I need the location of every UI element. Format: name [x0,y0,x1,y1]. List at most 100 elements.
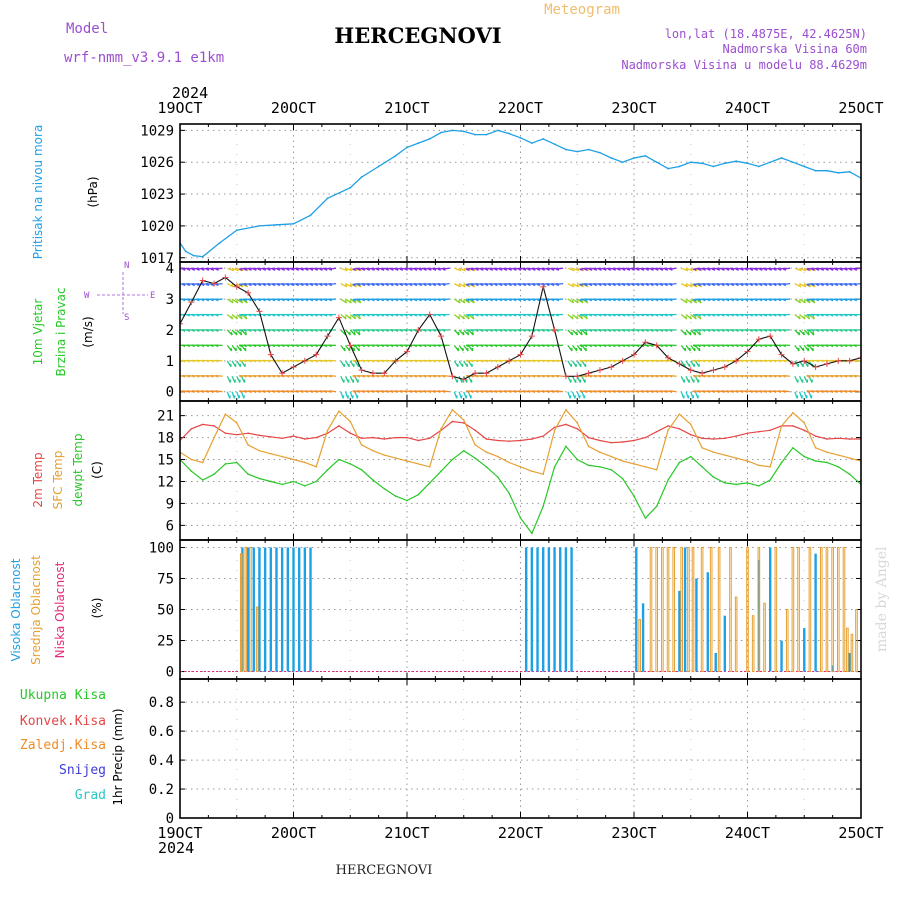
y-tick-label-cloud: 0 [166,665,174,681]
dewpoint-line-point [712,476,715,478]
high-cloud-title: Visoka Oblacnost [9,558,23,661]
wind-arrow-head [305,298,309,302]
y-tick-label-cloud: 50 [157,603,174,619]
wind-arrow-head [749,314,753,317]
dewpoint-line-point [440,470,442,473]
wind-arrow-head [489,298,493,302]
wind-arrow-head [551,268,555,271]
wind-arrow-head [390,283,394,287]
compass-s: S [124,313,129,323]
wind-arrow-head [210,329,214,332]
wind-arrow-head [309,298,314,302]
wind-arrow-head [631,298,635,302]
wind-arrow-head [272,268,276,271]
wind-arrow-head [215,329,219,332]
wind-arrow-head [546,344,550,348]
wind-arrow-head [806,390,810,394]
wind-arrow-head [607,375,611,378]
temp2m-line-point [531,438,533,440]
wind-arrow-head [815,329,820,332]
wind-arrow-head [830,329,834,332]
wind-arrow-head [522,359,526,363]
dewpoint-line-point [848,473,851,475]
wind-arrow-head [267,268,271,271]
wind-arrow-head [571,331,574,336]
wind-arrow-head [830,298,834,302]
wind-arrow-head [536,298,541,302]
dewpoint-line-point [428,482,431,484]
wind-arrow-head [235,315,238,320]
wind-arrow-head [773,390,777,394]
wind-arrow-head [669,375,673,378]
wind-arrow-head [598,359,602,363]
wind-arrow-head [546,375,550,378]
wind-arrow-head [749,329,753,332]
wind-speed-marker [256,308,263,315]
temp2m-line-point [383,438,386,440]
pressure-point [201,255,204,258]
wind-arrow-head [685,284,689,288]
wind-arrow-head [825,268,829,271]
wind-arrow-head [404,329,408,332]
wind-arrow-head [626,283,631,287]
wind-arrow-head [579,268,583,271]
wind-arrow-head [305,268,309,271]
wind-arrow-head [262,298,266,302]
date-tick-label-bottom: 22OCT [498,824,543,842]
wind-speed-marker [574,373,581,380]
wind-arrow-head [394,390,399,394]
wind-arrow-head [730,283,735,287]
wind-arrow-head [612,359,616,363]
high-cloud-bar [280,547,284,672]
sfc-temp-line-point [474,444,476,446]
wind-arrow-head [371,283,375,287]
high-cloud-bar [542,547,545,672]
wind-arrow-head [432,329,437,332]
wind-arrow-head [839,329,843,332]
wind-arrow-head [196,283,200,287]
wind-arrow-head [286,283,290,287]
wind-arrow-head [844,314,848,317]
wind-arrow-head [243,283,247,287]
wind-arrow-head [494,314,498,317]
wind-arrow-head [423,283,427,287]
wind-arrow-head [205,375,209,378]
wind-arrow-head [418,390,422,394]
wind-arrow-head [499,298,503,302]
sfc-temp-line-point [814,447,817,449]
wind-arrow-head [290,314,295,317]
mid-cloud-bar [808,546,812,673]
y-tick-label-pressure: 1029 [140,123,174,139]
wind-speed-marker [358,367,365,374]
wind-arrow-head [324,344,328,348]
wind-arrow-head [480,314,484,317]
wind-arrow-head [173,345,176,347]
wind-arrow-head [580,331,583,336]
pressure-point [192,254,195,257]
wind-arrow-head [205,359,209,363]
wind-arrow-head [571,315,574,320]
y-tick-label-wind: 3 [166,292,174,308]
wind-speed-marker [369,370,376,377]
wind-arrow-head [517,329,522,332]
wind-arrow-head [820,359,824,363]
mid-cloud-bar [691,546,695,673]
wind-speed-marker [642,339,649,346]
wind-speed-marker [188,299,195,306]
temp2m-line-point [292,435,295,437]
wind-arrow-head [834,314,839,317]
wind-arrow-head [257,298,262,302]
pressure-point [519,136,522,139]
wind-arrow-head [546,390,550,394]
mid-cloud-bar [687,546,690,673]
wind-arrow-head [759,344,763,348]
wind-arrow-head [844,375,848,378]
wind-arrow-head [423,390,427,394]
wind-arrow-head [754,268,758,271]
wind-arrow-head [848,314,853,317]
wind-arrow-head [513,344,517,348]
wind-arrow-head [702,298,706,302]
sfc-temp-line-point [848,457,851,459]
